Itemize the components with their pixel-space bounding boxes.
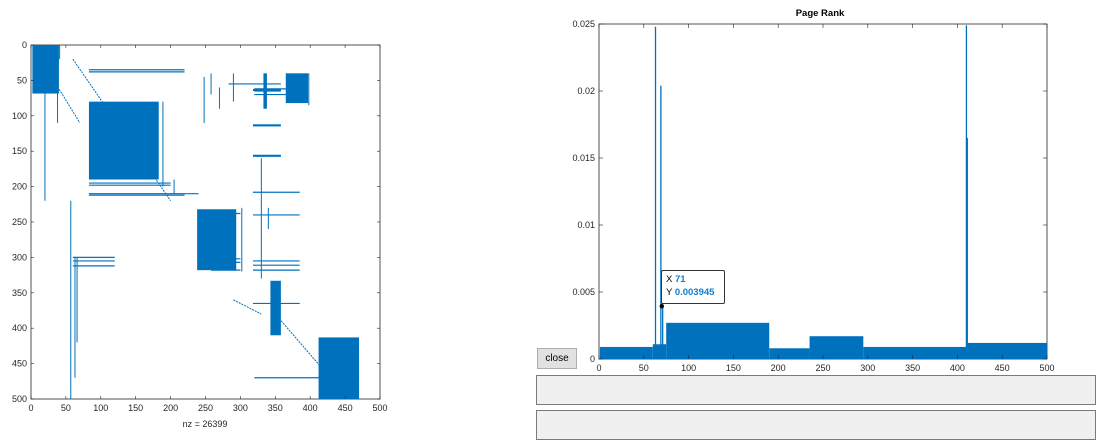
spy-y-tick-label: 400 xyxy=(12,323,27,333)
spy-x-tick-label: 400 xyxy=(303,403,318,413)
spy-block xyxy=(285,73,309,104)
spy-x-tick-label: 500 xyxy=(372,403,387,413)
chart-axes-box xyxy=(598,23,1048,360)
spy-x-tick-label: 450 xyxy=(338,403,353,413)
spy-diagonal xyxy=(233,299,262,315)
spy-block xyxy=(318,337,360,399)
spy-plot: 0 50 100 150 200 250 300 350 400 450 500 0 50 100 150… xyxy=(12,40,388,429)
chart-x-tick-label: 50 xyxy=(639,363,649,373)
chart-y-tick-label: 0.01 xyxy=(577,220,595,230)
chart-x-ticks: 0 50 100 150 200 250 300 350 400 450 500 xyxy=(596,24,1055,373)
spy-block xyxy=(197,209,237,271)
chart-x-tick-label: 500 xyxy=(1039,363,1054,373)
spy-y-ticks: 0 50 100 150 200 250 300 350 400 450 500 xyxy=(12,40,380,404)
pagerank-chart: Page Rank 0 0.005 0.01 0.015 0.02 0.025 0 50 10… xyxy=(572,8,1054,373)
chart-x-tick-label: 250 xyxy=(815,363,830,373)
datatip-x-label: X xyxy=(666,274,673,285)
bar-segment xyxy=(652,344,667,359)
spy-y-tick-label: 50 xyxy=(17,75,27,85)
spy-block xyxy=(252,124,281,127)
spy-xlabel: nz = 26399 xyxy=(183,419,228,429)
spy-block xyxy=(270,280,281,336)
bar[interactable] xyxy=(966,137,968,359)
spy-x-tick-label: 200 xyxy=(163,403,178,413)
chart-x-tick-label: 400 xyxy=(950,363,965,373)
spy-x-ticks: 0 50 100 150 200 250 300 350 400 450 500 xyxy=(28,45,388,413)
datatip-y-label: Y xyxy=(666,287,673,298)
chart-x-tick-label: 350 xyxy=(905,363,920,373)
chart-title: Page Rank xyxy=(796,8,845,19)
spy-block xyxy=(252,88,281,92)
spy-x-tick-label: 300 xyxy=(233,403,248,413)
spy-x-tick-label: 350 xyxy=(268,403,283,413)
spy-x-tick-label: 250 xyxy=(198,403,213,413)
spy-block xyxy=(32,45,59,94)
spy-y-tick-label: 450 xyxy=(12,359,27,369)
bar[interactable] xyxy=(660,85,662,359)
bar-segment xyxy=(666,322,770,359)
spy-y-tick-label: 100 xyxy=(12,111,27,121)
chart-y-tick-label: 0 xyxy=(590,354,595,364)
chart-x-tick-label: 300 xyxy=(860,363,875,373)
bar-segment xyxy=(966,342,1047,359)
chart-x-tick-label: 200 xyxy=(771,363,786,373)
spy-block xyxy=(252,154,281,157)
chart-x-tick-label: 0 xyxy=(596,363,601,373)
spy-y-tick-label: 350 xyxy=(12,288,27,298)
bar-segment xyxy=(599,346,653,359)
output-field-1[interactable] xyxy=(536,375,1096,405)
chart-y-tick-label: 0.025 xyxy=(572,19,595,29)
spy-block xyxy=(35,59,59,63)
spy-x-tick-label: 100 xyxy=(93,403,108,413)
spy-diagonal xyxy=(274,313,325,372)
bar-segment xyxy=(769,348,810,359)
chart-y-tick-label: 0.015 xyxy=(572,153,595,163)
spy-x-tick-label: 50 xyxy=(61,403,71,413)
spy-y-tick-label: 300 xyxy=(12,252,27,262)
bar-series xyxy=(599,25,1047,360)
spy-y-tick-label: 250 xyxy=(12,217,27,227)
chart-y-ticks: 0 0.005 0.01 0.015 0.02 0.025 xyxy=(572,19,1047,364)
spy-x-tick-label: 150 xyxy=(128,403,143,413)
bar-segment xyxy=(863,346,967,359)
spy-diagonal xyxy=(72,58,172,202)
spy-y-tick-label: 0 xyxy=(22,40,27,50)
spy-y-tick-label: 500 xyxy=(12,394,27,404)
bar[interactable] xyxy=(654,26,657,360)
datatip[interactable]: X 71 Y 0.003945 xyxy=(661,270,725,304)
chart-x-tick-label: 450 xyxy=(995,363,1010,373)
datatip-y-value: 0.003945 xyxy=(674,287,715,298)
datatip-x-value: 71 xyxy=(674,274,686,285)
spy-x-tick-label: 0 xyxy=(28,403,33,413)
bar[interactable] xyxy=(662,306,664,359)
spy-y-tick-label: 150 xyxy=(12,146,27,156)
close-button[interactable]: close xyxy=(537,348,577,369)
sparsity-pattern xyxy=(32,45,360,399)
chart-y-tick-label: 0.02 xyxy=(577,86,595,96)
chart-x-tick-label: 100 xyxy=(681,363,696,373)
chart-y-tick-label: 0.005 xyxy=(572,287,595,297)
chart-x-tick-label: 150 xyxy=(726,363,741,373)
bar-segment xyxy=(809,336,864,359)
bar[interactable] xyxy=(965,25,968,360)
datatip-marker[interactable] xyxy=(659,304,664,309)
spy-y-tick-label: 200 xyxy=(12,182,27,192)
spy-diagonal xyxy=(44,65,81,124)
